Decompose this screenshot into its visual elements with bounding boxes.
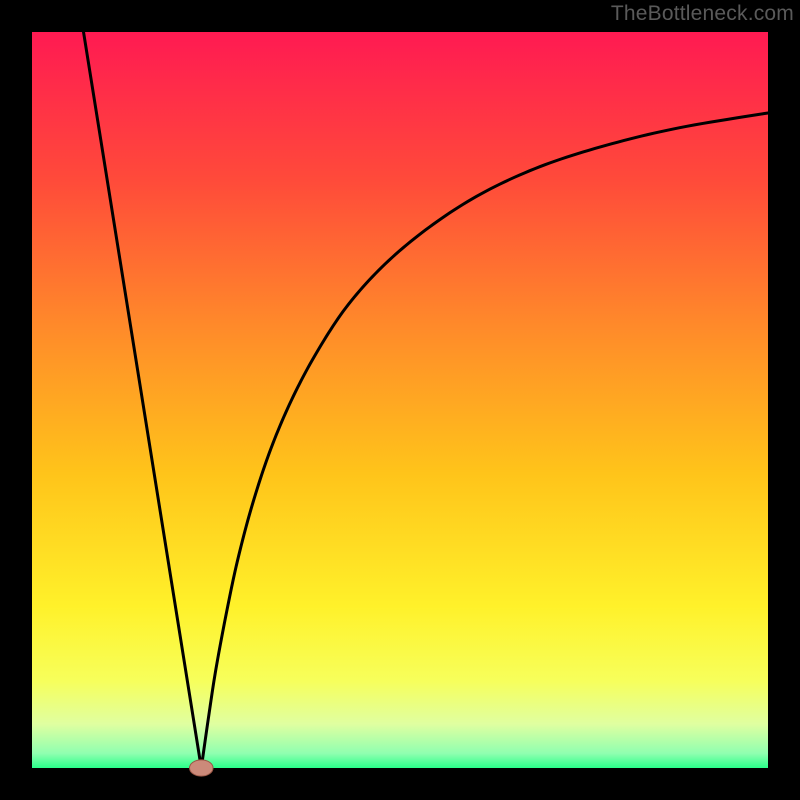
optimum-marker [190,760,214,776]
bottleneck-chart [0,0,800,800]
chart-container: TheBottleneck.com [0,0,800,800]
watermark-text: TheBottleneck.com [611,0,794,28]
